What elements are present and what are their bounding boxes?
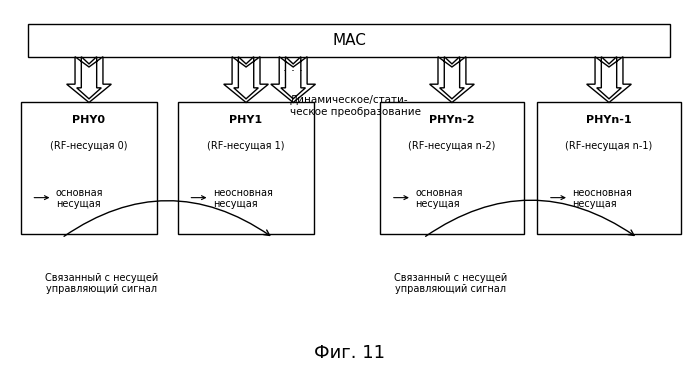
Bar — [178, 102, 314, 234]
PathPatch shape — [271, 57, 315, 102]
Text: . . .: . . . — [283, 61, 303, 74]
Text: неосновная: неосновная — [213, 188, 273, 198]
Text: несущая: несущая — [415, 199, 460, 209]
Text: (RF-несущая n-2): (RF-несущая n-2) — [408, 141, 496, 151]
Text: PHYn-1: PHYn-1 — [586, 115, 632, 125]
Text: несущая: несущая — [572, 199, 617, 209]
Text: Динамическое/стати-
ческое преобразование: Динамическое/стати- ческое преобразовани… — [290, 95, 421, 117]
PathPatch shape — [67, 57, 112, 102]
Bar — [380, 102, 524, 234]
Bar — [21, 102, 157, 234]
Text: Связанный с несущей
управляющий сигнал: Связанный с несущей управляющий сигнал — [45, 273, 158, 294]
FancyArrowPatch shape — [64, 201, 269, 236]
Text: неосновная: неосновная — [572, 188, 632, 198]
Text: основная: основная — [415, 188, 463, 198]
Text: Фиг. 11: Фиг. 11 — [313, 344, 385, 362]
Text: основная: основная — [56, 188, 103, 198]
Text: PHY1: PHY1 — [230, 115, 262, 125]
Text: несущая: несущая — [56, 199, 101, 209]
Text: Связанный с несущей
управляющий сигнал: Связанный с несущей управляющий сигнал — [394, 273, 507, 294]
Text: MAC: MAC — [332, 33, 366, 48]
Text: несущая: несущая — [213, 199, 258, 209]
PathPatch shape — [430, 57, 475, 102]
FancyArrowPatch shape — [426, 200, 634, 236]
Text: PHY0: PHY0 — [73, 115, 105, 125]
Bar — [537, 102, 681, 234]
Text: (RF-несущая 1): (RF-несущая 1) — [207, 141, 285, 151]
Text: (RF-несущая n-1): (RF-несущая n-1) — [565, 141, 653, 151]
PathPatch shape — [223, 57, 268, 102]
Bar — [28, 24, 670, 57]
Text: (RF-несущая 0): (RF-несущая 0) — [50, 141, 128, 151]
PathPatch shape — [586, 57, 631, 102]
Text: PHYn-2: PHYn-2 — [429, 115, 475, 125]
